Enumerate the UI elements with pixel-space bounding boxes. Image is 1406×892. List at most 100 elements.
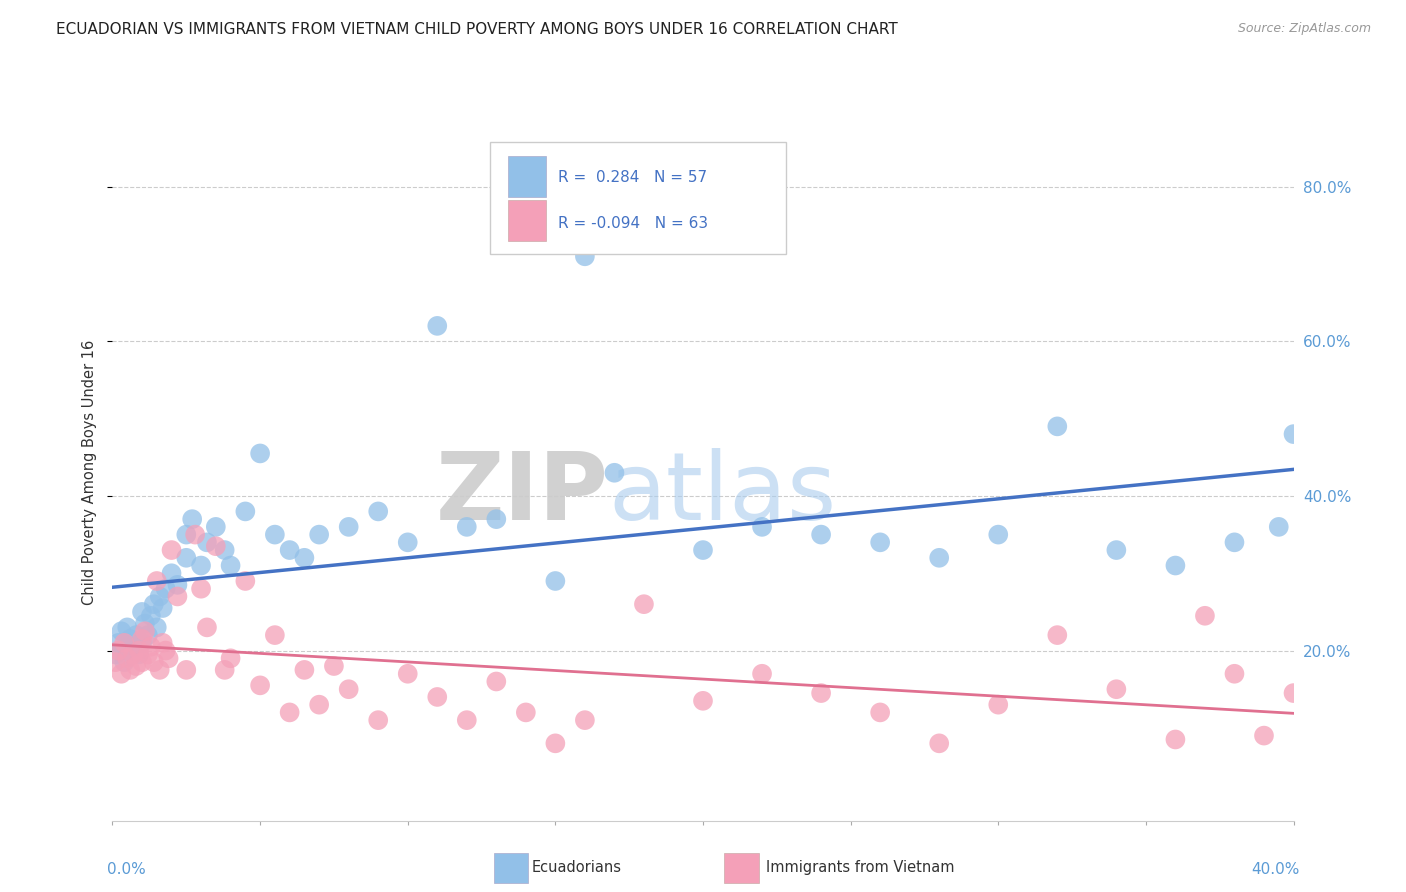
Point: [367, 504, 389, 518]
Text: Source: ZipAtlas.com: Source: ZipAtlas.com: [1237, 22, 1371, 36]
Point: [219, 651, 242, 665]
Point: [128, 643, 150, 657]
Point: [249, 446, 271, 460]
Point: [195, 535, 218, 549]
Point: [1164, 558, 1187, 573]
Point: [160, 543, 183, 558]
Point: [117, 620, 138, 634]
Point: [928, 550, 950, 565]
Point: [278, 543, 301, 558]
Point: [122, 648, 145, 662]
Point: [233, 504, 256, 518]
Point: [1046, 628, 1069, 642]
Point: [195, 620, 218, 634]
Point: [1164, 732, 1187, 747]
Point: [987, 698, 1010, 712]
Point: [1253, 729, 1275, 743]
Point: [456, 520, 478, 534]
Point: [337, 682, 360, 697]
FancyBboxPatch shape: [724, 854, 758, 882]
Point: [142, 655, 165, 669]
Point: [456, 713, 478, 727]
Point: [146, 574, 169, 588]
Point: [139, 608, 162, 623]
Text: Immigrants from Vietnam: Immigrants from Vietnam: [766, 861, 955, 875]
Point: [1341, 709, 1364, 723]
Point: [810, 527, 832, 541]
Point: [928, 736, 950, 750]
Point: [166, 590, 188, 604]
Point: [190, 558, 212, 573]
Point: [128, 648, 150, 662]
Point: [110, 666, 132, 681]
Point: [120, 663, 142, 677]
Text: ECUADORIAN VS IMMIGRANTS FROM VIETNAM CHILD POVERTY AMONG BOYS UNDER 16 CORRELAT: ECUADORIAN VS IMMIGRANTS FROM VIETNAM CH…: [56, 22, 898, 37]
Point: [1400, 690, 1406, 704]
Point: [544, 574, 567, 588]
Point: [152, 601, 174, 615]
Point: [120, 632, 142, 646]
Point: [131, 632, 153, 646]
Point: [136, 648, 159, 662]
Point: [869, 706, 891, 720]
Point: [292, 550, 315, 565]
Point: [249, 678, 271, 692]
Point: [1105, 682, 1128, 697]
Point: [155, 643, 177, 657]
Point: [292, 663, 315, 677]
Point: [308, 698, 330, 712]
Point: [160, 566, 183, 581]
Point: [810, 686, 832, 700]
Point: [104, 648, 127, 662]
Point: [117, 651, 138, 665]
Point: [264, 628, 287, 642]
Point: [190, 582, 212, 596]
Point: [337, 520, 360, 534]
Point: [751, 520, 773, 534]
Point: [136, 628, 159, 642]
Point: [131, 605, 153, 619]
Point: [131, 636, 153, 650]
Point: [214, 663, 236, 677]
Point: [134, 624, 156, 639]
Text: R =  0.284   N = 57: R = 0.284 N = 57: [558, 169, 707, 185]
Point: [110, 624, 132, 639]
Point: [146, 620, 169, 634]
Point: [142, 597, 165, 611]
Point: [174, 550, 197, 565]
Point: [107, 643, 129, 657]
Text: ZIP: ZIP: [436, 448, 609, 540]
Text: atlas: atlas: [609, 448, 837, 540]
Point: [426, 690, 449, 704]
Point: [1194, 608, 1216, 623]
Point: [112, 636, 135, 650]
Point: [157, 651, 180, 665]
Point: [396, 666, 419, 681]
Point: [485, 512, 508, 526]
Text: 0.0%: 0.0%: [107, 863, 145, 878]
Point: [1268, 520, 1291, 534]
Point: [278, 706, 301, 720]
Point: [574, 249, 596, 263]
Point: [174, 663, 197, 677]
Point: [323, 659, 346, 673]
Point: [112, 655, 135, 669]
Point: [134, 616, 156, 631]
Point: [515, 706, 537, 720]
Point: [692, 543, 714, 558]
Point: [1312, 721, 1334, 735]
FancyBboxPatch shape: [491, 142, 786, 253]
Point: [426, 318, 449, 333]
FancyBboxPatch shape: [508, 156, 546, 197]
Point: [125, 628, 148, 642]
Point: [104, 655, 127, 669]
Point: [264, 527, 287, 541]
Point: [181, 512, 204, 526]
Point: [149, 663, 172, 677]
Point: [485, 674, 508, 689]
Point: [184, 527, 207, 541]
Point: [1105, 543, 1128, 558]
Point: [214, 543, 236, 558]
Y-axis label: Child Poverty Among Boys Under 16: Child Poverty Among Boys Under 16: [82, 340, 97, 606]
Point: [125, 659, 148, 673]
